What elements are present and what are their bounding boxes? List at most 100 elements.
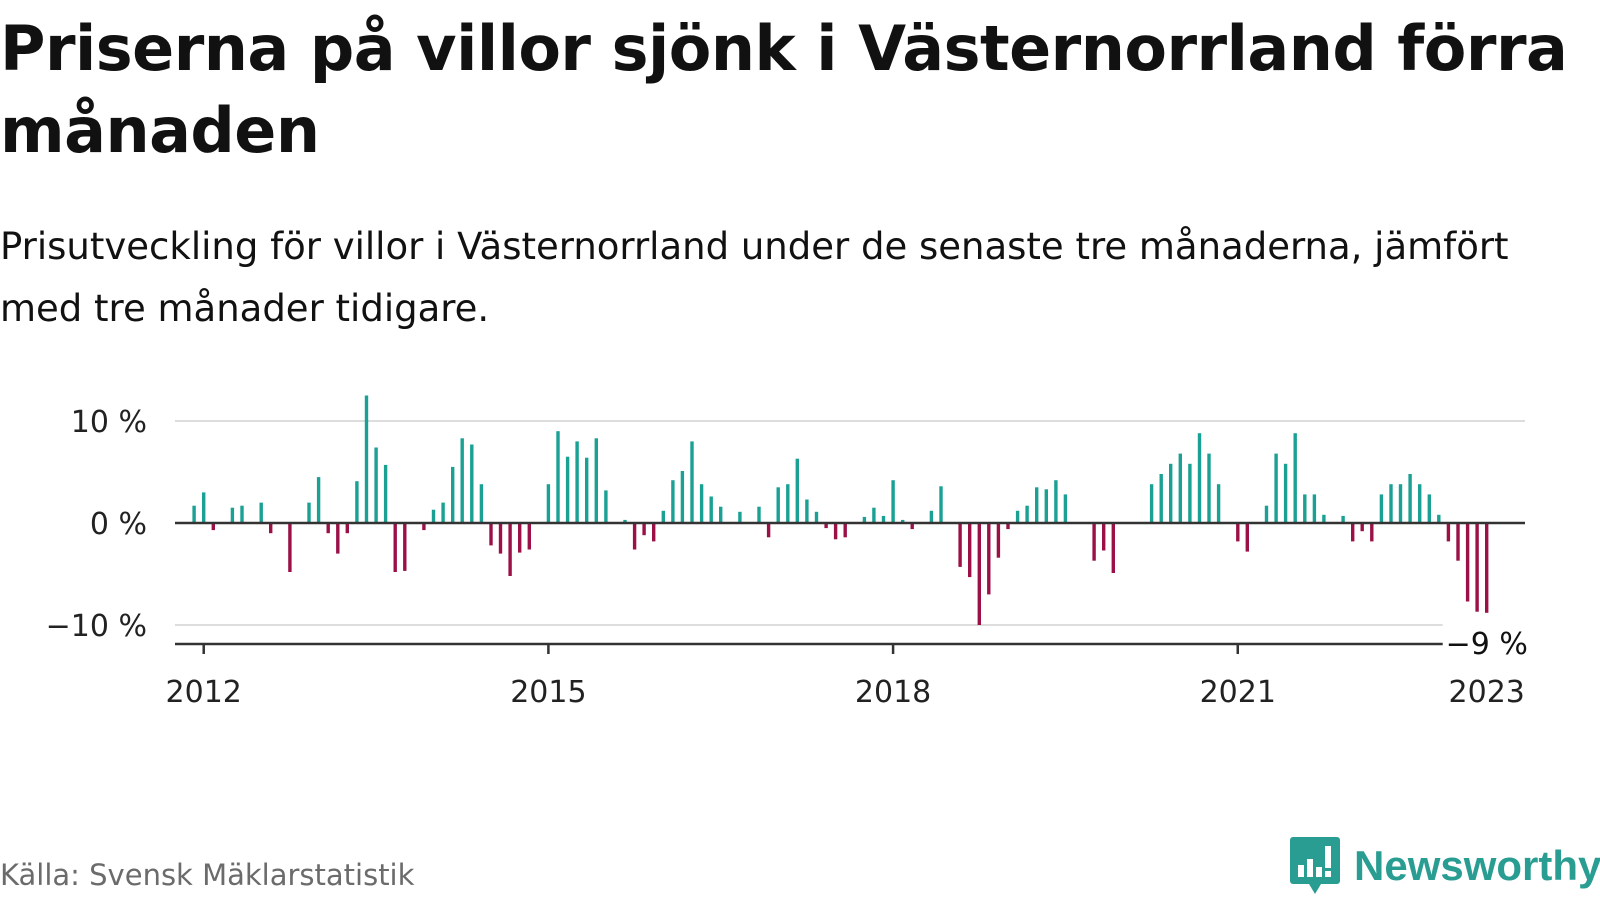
- bar: [776, 487, 780, 523]
- bar: [968, 523, 972, 578]
- bar: [632, 523, 637, 550]
- bar: [1102, 523, 1106, 551]
- brand-name: Newsworthy: [1354, 842, 1600, 889]
- bar: [1035, 487, 1039, 523]
- source-note: Källa: Svensk Mäklarstatistik: [0, 858, 415, 892]
- bar: [383, 464, 388, 523]
- bar: [594, 438, 598, 523]
- y-tick-label: 10 %: [71, 405, 147, 440]
- bar: [872, 507, 876, 523]
- bar: [498, 523, 503, 554]
- bar: [546, 484, 551, 523]
- bar: [757, 506, 761, 523]
- bar: [508, 523, 512, 576]
- last-value-label: −9 %: [1446, 627, 1528, 662]
- bar: [316, 477, 321, 523]
- bar: [1264, 505, 1269, 523]
- bar: [288, 523, 292, 572]
- bar: [585, 457, 589, 523]
- bar: [374, 447, 378, 523]
- bar: [1044, 489, 1048, 523]
- bar: [451, 466, 455, 523]
- bar: [575, 441, 579, 523]
- bar: [269, 523, 273, 534]
- bar: [1379, 494, 1384, 523]
- bar: [661, 510, 665, 523]
- x-tick-label: 2015: [510, 675, 586, 710]
- bar: [1188, 463, 1192, 523]
- bar: [1274, 453, 1278, 523]
- bar: [202, 492, 206, 523]
- x-axis-labels: 2012 2015 2018 2021 2023: [166, 675, 1525, 710]
- bar: [1283, 463, 1288, 523]
- bar: [766, 523, 771, 538]
- bar: [1149, 484, 1154, 523]
- bar: [996, 523, 1001, 558]
- bar: [1207, 453, 1211, 523]
- bar: [211, 523, 215, 531]
- bar: [1293, 433, 1297, 523]
- bar: [642, 523, 646, 536]
- bar: [518, 523, 522, 553]
- bar: [1111, 523, 1115, 573]
- bar: [929, 510, 934, 523]
- bar: [1360, 523, 1364, 532]
- bar: [364, 395, 369, 523]
- bar: [431, 509, 436, 523]
- bar: [680, 471, 685, 523]
- y-tick-label: 0 %: [90, 507, 147, 542]
- bar: [1063, 494, 1068, 523]
- bar: [843, 523, 847, 538]
- bar: [192, 505, 196, 523]
- bar: [259, 502, 263, 523]
- bar: [527, 523, 531, 550]
- bar: [977, 523, 981, 625]
- bar: [958, 523, 962, 567]
- bar: [1015, 510, 1020, 523]
- x-tick-label: 2012: [166, 675, 242, 710]
- bar: [652, 523, 656, 542]
- x-tick-label: 2018: [855, 675, 931, 710]
- bar: [1092, 523, 1096, 561]
- bar: [489, 523, 493, 546]
- bar: [901, 519, 905, 523]
- y-tick-label: −10 %: [46, 609, 147, 644]
- bar: [1159, 474, 1163, 523]
- bar: [1312, 494, 1317, 523]
- bar: [738, 511, 742, 523]
- bar: [479, 484, 484, 523]
- bar: [1236, 523, 1240, 542]
- bar: [671, 480, 675, 523]
- x-tick-label: 2023: [1449, 675, 1525, 710]
- bar: [881, 515, 886, 523]
- bar: [1418, 484, 1422, 523]
- bar: [1025, 505, 1029, 523]
- bar: [326, 523, 330, 534]
- bar: [1398, 484, 1403, 523]
- bar: [1351, 523, 1355, 542]
- bar: [1408, 474, 1412, 523]
- bar: [556, 431, 560, 523]
- bar: [1216, 484, 1221, 523]
- bar: [1427, 494, 1431, 523]
- bar: [824, 523, 828, 529]
- bar: [862, 516, 867, 523]
- bar: [470, 444, 474, 523]
- bar: [422, 523, 426, 531]
- annotations: −9 %: [1442, 623, 1531, 662]
- bar: [393, 523, 397, 572]
- bar: [1446, 523, 1451, 542]
- bar: [1475, 523, 1479, 612]
- bar: [786, 484, 790, 523]
- page-title: Priserna på villor sjönk i Västernorrlan…: [0, 12, 1568, 167]
- bar: [699, 484, 704, 523]
- bar: [891, 480, 895, 523]
- bar: [604, 490, 608, 523]
- bar: [1370, 523, 1374, 542]
- bar: [460, 438, 464, 523]
- bar: [240, 505, 244, 523]
- bar: [690, 441, 694, 523]
- bars: [192, 395, 1489, 625]
- bar: [1389, 484, 1393, 523]
- bar: [345, 523, 349, 534]
